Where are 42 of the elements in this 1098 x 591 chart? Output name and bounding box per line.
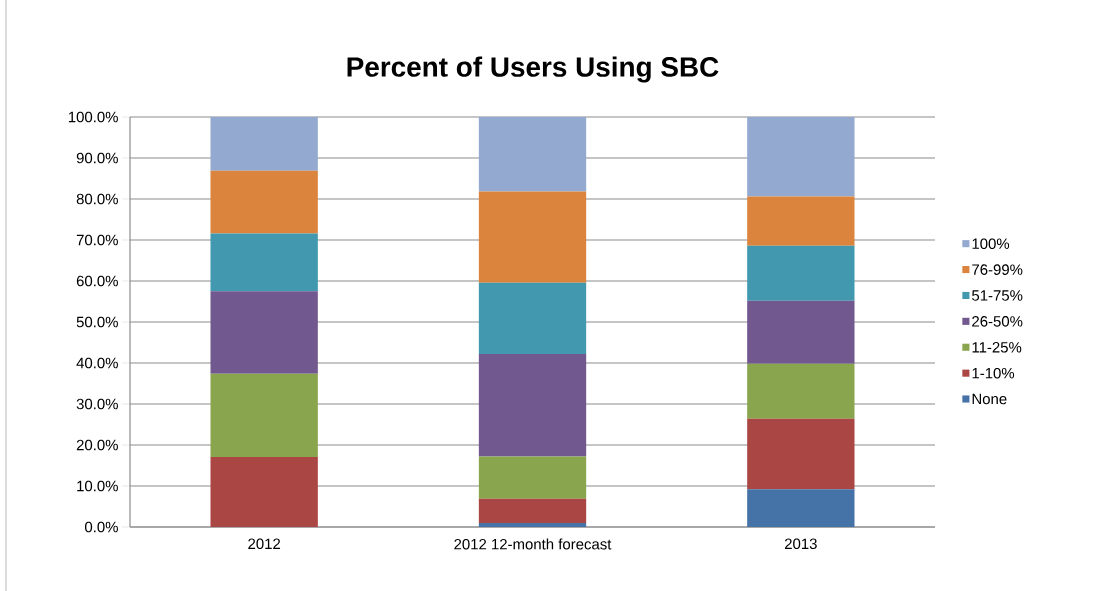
bar [747, 300, 855, 364]
bar [747, 117, 855, 197]
bar [478, 282, 587, 354]
bar [747, 196, 855, 246]
y-tick-label: 80.0% [76, 193, 118, 205]
y-tick-label: 70.0% [76, 234, 118, 246]
bar [210, 170, 318, 234]
bar [210, 373, 318, 457]
bar [747, 489, 855, 527]
bar [747, 363, 855, 419]
bar [210, 291, 318, 374]
bar [478, 498, 587, 523]
x-tick-label: 2012 12-month forecast [454, 538, 612, 550]
bar [478, 117, 587, 192]
chart-title: Percent of Users Using SBC [347, 56, 719, 83]
bar [478, 456, 587, 499]
bar [210, 456, 318, 527]
legend-label: 1-10% [972, 367, 1015, 379]
x-tick-label: 2012 [248, 538, 281, 550]
legend-label: 11-25% [972, 341, 1022, 353]
bar [478, 522, 587, 527]
legend-label: 100% [972, 238, 1010, 249]
y-tick-label: 30.0% [76, 398, 118, 410]
bar [478, 353, 587, 457]
y-tick-label: 40.0% [76, 357, 118, 369]
y-tick-label: 20.0% [76, 439, 118, 451]
legend-label: 76-99% [972, 264, 1023, 275]
x-tick-label: 2013 [784, 538, 817, 550]
bar [747, 418, 855, 490]
bar [478, 191, 587, 283]
y-tick-label: 50.0% [76, 316, 118, 328]
legend-label: 51-75% [972, 290, 1023, 301]
y-tick-label: 90.0% [76, 152, 118, 164]
bar [210, 233, 318, 292]
legend-label: None [972, 393, 1007, 405]
y-tick-label: 60.0% [76, 275, 118, 287]
y-tick-label: 100.0% [68, 111, 118, 123]
y-tick-label: 10.0% [77, 480, 118, 492]
bar [747, 245, 855, 301]
legend-label: 26-50% [972, 316, 1023, 327]
y-tick-label: 0.0% [85, 521, 118, 533]
bar [210, 117, 318, 171]
